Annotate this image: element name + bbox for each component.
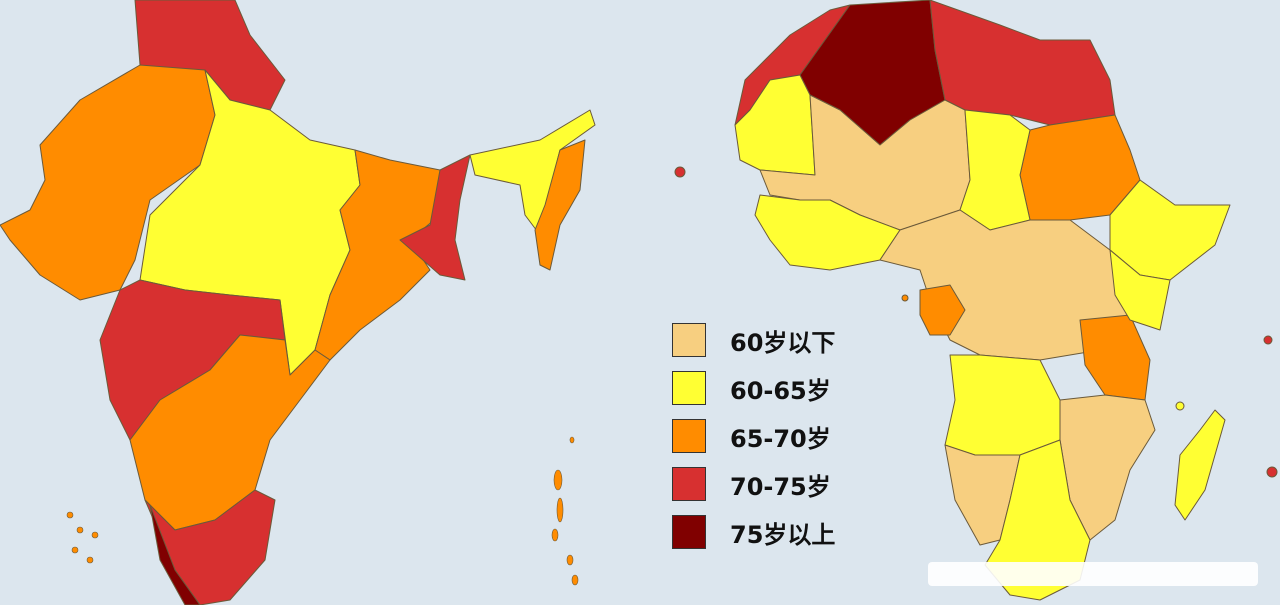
legend-label: 60岁以下	[730, 328, 836, 357]
africa-region-angola	[944, 354, 1061, 456]
india-map	[0, 0, 596, 605]
india-region-bengal	[399, 154, 471, 281]
legend-item: 70-75岁	[672, 460, 835, 508]
watermark-bar	[928, 562, 1258, 586]
legend-item: 65-70岁	[672, 412, 835, 460]
india-region-northeast-2	[534, 139, 586, 271]
legend-swatch	[672, 371, 706, 405]
comoros-island	[1175, 401, 1185, 411]
legend-item: 60岁以下	[672, 316, 835, 364]
africa-region-kenya	[1109, 249, 1171, 331]
seychelles-island	[1263, 335, 1273, 345]
legend-label: 65-70岁	[730, 424, 831, 453]
legend-label: 60-65岁	[730, 376, 831, 405]
madagascar	[1174, 409, 1226, 521]
africa-region-tanzania	[1079, 314, 1151, 401]
legend-swatch	[672, 419, 706, 453]
legend-swatch	[672, 323, 706, 357]
mauritius-island	[1266, 466, 1278, 478]
lakshadweep-islands	[66, 511, 99, 564]
legend-label: 70-75岁	[730, 472, 831, 501]
sao-tome-island	[901, 294, 909, 302]
legend-item: 75岁以上	[672, 508, 835, 556]
cape-verde-island	[674, 166, 686, 178]
africa-region-gabon	[919, 284, 966, 336]
andaman-islands	[551, 436, 579, 586]
map-legend: 60岁以下 60-65岁 65-70岁 70-75岁 75岁以上	[672, 316, 835, 556]
india-region-kerala	[149, 504, 201, 605]
legend-swatch	[672, 515, 706, 549]
africa-map	[674, 0, 1278, 601]
africa-region-chad	[959, 109, 1031, 231]
legend-label: 75岁以上	[730, 520, 836, 549]
legend-swatch	[672, 467, 706, 501]
legend-item: 60-65岁	[672, 364, 835, 412]
